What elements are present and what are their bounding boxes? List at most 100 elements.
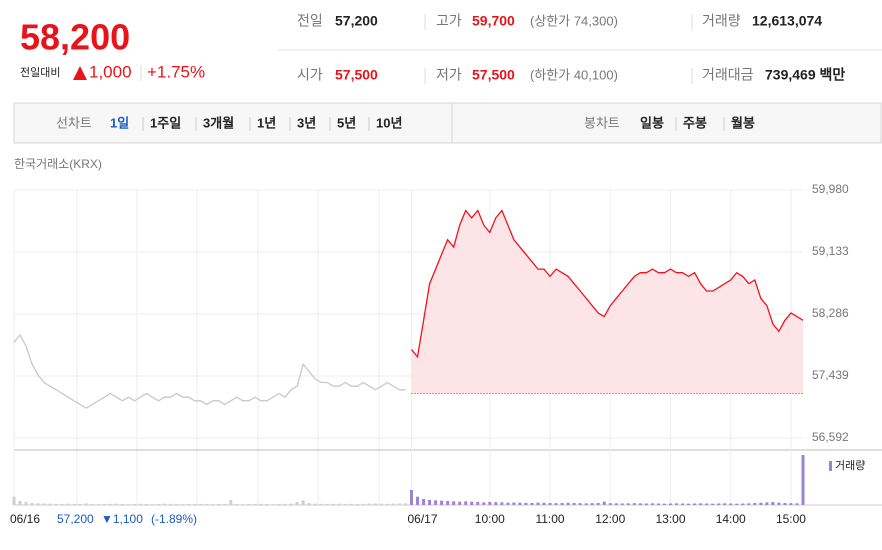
x-tick-label: 06/16: [10, 512, 40, 526]
volume-bar: [632, 503, 636, 505]
tab[interactable]: 1년: [257, 115, 276, 130]
volume-bar: [789, 503, 793, 505]
tab[interactable]: 10년: [376, 115, 402, 130]
field-label: 저가: [436, 67, 462, 83]
tab[interactable]: 일봉: [640, 115, 664, 130]
volume-bar: [367, 503, 371, 505]
volume-bar: [675, 503, 679, 505]
tab[interactable]: 1주일: [150, 115, 181, 130]
volume-bar: [163, 503, 167, 505]
volume-bar: [662, 503, 666, 505]
volume-bar: [181, 504, 185, 505]
volume-bar: [723, 503, 727, 505]
x-tick-label: 12:00: [595, 512, 625, 526]
volume-bar: [241, 504, 245, 505]
volume-bar: [259, 503, 263, 505]
volume-bar: [102, 504, 106, 505]
volume-bar: [446, 501, 450, 505]
volume-bar: [687, 503, 691, 505]
price-line: [13, 333, 406, 409]
volume-bar: [211, 504, 215, 505]
volume-bar: [145, 504, 149, 505]
volume-bar: [307, 503, 311, 505]
volume-bar: [301, 500, 305, 505]
volume-bar: [590, 503, 594, 505]
volume-bar: [379, 503, 383, 505]
volume-bar: [84, 503, 88, 505]
volume-bar: [518, 502, 522, 505]
volume-bar: [422, 499, 426, 505]
volume-bar: [614, 503, 618, 505]
legend-swatch: [829, 461, 832, 471]
volume-bar: [410, 490, 414, 505]
field-value: 57,500: [335, 67, 378, 83]
volume-bar: [319, 503, 323, 505]
y-tick-label: 59,980: [812, 182, 849, 196]
volume-bar: [138, 503, 142, 505]
volume-bar: [223, 503, 227, 505]
volume-bar: [114, 503, 118, 505]
footer-rate: (-1.89%): [151, 512, 197, 526]
volume-bar: [795, 503, 799, 505]
volume-bar: [397, 503, 401, 505]
volume-bar: [801, 455, 805, 505]
volume-bar: [373, 503, 377, 505]
volume-bar: [54, 503, 58, 505]
y-tick-label: 59,133: [812, 244, 849, 258]
tab[interactable]: 3개월: [203, 115, 234, 130]
volume-bar: [711, 503, 715, 505]
field-value: 12,613,074: [752, 13, 822, 29]
volume-bar: [771, 502, 775, 505]
volume-bar: [705, 503, 709, 505]
volume-bar: [464, 501, 468, 505]
volume-bar: [482, 502, 486, 505]
volume-bar: [681, 503, 685, 505]
field-label: 전일: [297, 13, 323, 29]
volume-bar: [717, 503, 721, 505]
volume-bar: [741, 503, 745, 505]
volume-bar: [668, 503, 672, 505]
volume-bar: [608, 503, 612, 505]
volume-bar: [602, 501, 606, 505]
volume-bar: [151, 504, 155, 505]
tab[interactable]: 1일: [110, 115, 129, 130]
tab[interactable]: 5년: [337, 115, 356, 130]
volume-bar: [205, 504, 209, 505]
volume-bar: [452, 501, 456, 505]
volume-bar: [18, 501, 22, 505]
volume-bar: [60, 504, 64, 505]
volume-bar: [265, 504, 269, 505]
volume-bar: [403, 503, 407, 505]
volume-bar: [626, 503, 630, 505]
x-tick-label: 11:00: [535, 512, 564, 526]
volume-bar: [759, 502, 763, 505]
volume-bar: [699, 503, 703, 505]
legend-label: 거래량: [835, 459, 865, 472]
volume-bar: [199, 503, 203, 505]
volume-bar: [620, 503, 624, 505]
volume-bar: [229, 500, 233, 505]
volume-bar: [325, 504, 329, 505]
volume-bar: [96, 504, 100, 505]
volume-bar: [331, 503, 335, 505]
field-label: 거래량: [702, 13, 741, 29]
volume-bar: [530, 503, 534, 505]
footer-change: ▼1,100: [101, 512, 143, 526]
volume-bar: [572, 503, 576, 505]
volume-bar: [765, 502, 769, 505]
volume-bar: [512, 502, 516, 505]
current-price: 58,200: [20, 17, 130, 58]
tab[interactable]: 3년: [297, 115, 316, 130]
volume-bar: [361, 503, 365, 505]
volume-bar: [747, 503, 751, 505]
tab[interactable]: 월봉: [731, 115, 755, 130]
volume-bar: [578, 503, 582, 505]
volume-bar: [78, 504, 82, 505]
x-tick-label: 14:00: [716, 512, 746, 526]
volume-bar: [494, 502, 498, 505]
tab[interactable]: 주봉: [683, 115, 707, 130]
volume-bar: [488, 502, 492, 505]
y-tick-label: 56,592: [812, 430, 849, 444]
volume-bar: [355, 504, 359, 505]
